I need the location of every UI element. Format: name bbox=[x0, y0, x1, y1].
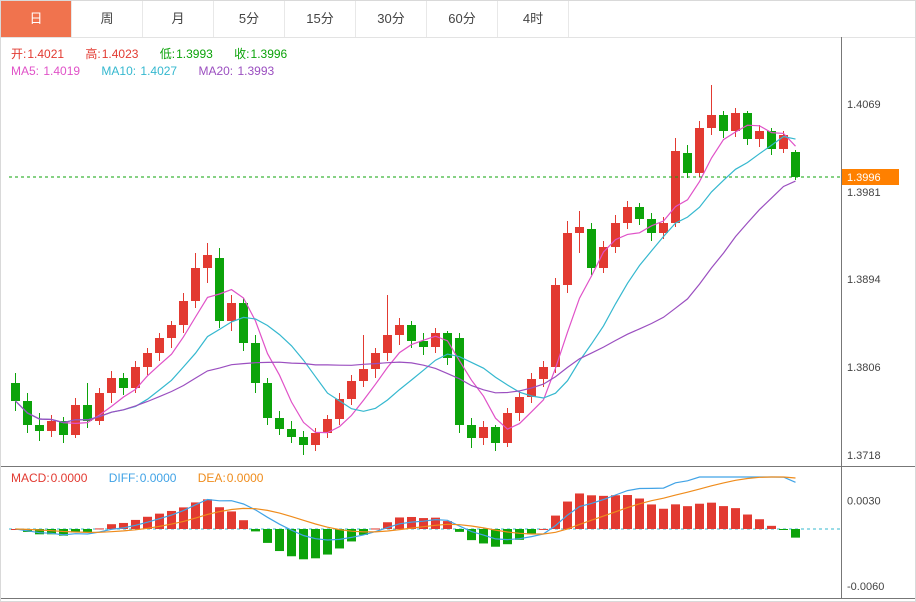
candle bbox=[35, 413, 44, 441]
macd-axis-label: 0.0030 bbox=[847, 496, 881, 508]
candle bbox=[275, 411, 284, 435]
price-axis-label: 1.3718 bbox=[847, 450, 881, 462]
frame-lines bbox=[1, 37, 915, 599]
candle bbox=[539, 361, 548, 387]
candle bbox=[779, 131, 788, 153]
candle bbox=[59, 417, 68, 443]
candle bbox=[575, 211, 584, 253]
candle bbox=[107, 371, 116, 403]
candle bbox=[479, 421, 488, 445]
candle bbox=[179, 293, 188, 333]
candle bbox=[119, 373, 128, 395]
candle bbox=[563, 221, 572, 293]
candle bbox=[431, 328, 440, 353]
tab-month[interactable]: 月 bbox=[143, 1, 214, 37]
tab-4hour[interactable]: 4时 bbox=[498, 1, 569, 37]
current-price-tag: 1.3996 bbox=[842, 169, 899, 185]
candles-layer bbox=[11, 85, 800, 455]
candle bbox=[203, 243, 212, 283]
candle bbox=[95, 388, 104, 425]
price-axis-label: 1.3981 bbox=[847, 187, 881, 199]
candle bbox=[695, 121, 704, 177]
candle bbox=[755, 125, 764, 147]
candle bbox=[683, 145, 692, 178]
candle bbox=[623, 201, 632, 229]
tab-day[interactable]: 日 bbox=[1, 1, 72, 37]
candle bbox=[215, 248, 224, 328]
ma5-line bbox=[15, 124, 796, 434]
diff-line bbox=[15, 476, 796, 541]
candle bbox=[455, 333, 464, 433]
candle bbox=[515, 391, 524, 421]
candle bbox=[227, 295, 236, 331]
candle bbox=[359, 335, 368, 387]
macd-axis-label: -0.0060 bbox=[847, 581, 884, 593]
candle bbox=[155, 333, 164, 361]
price-axis-label: 1.3806 bbox=[847, 362, 881, 374]
candle bbox=[671, 138, 680, 227]
ma20-line bbox=[15, 180, 796, 424]
tab-15min[interactable]: 15分 bbox=[285, 1, 356, 37]
candle bbox=[491, 425, 500, 451]
candle bbox=[251, 335, 260, 393]
dea-line bbox=[15, 476, 796, 535]
candle bbox=[743, 111, 752, 145]
candle bbox=[599, 241, 608, 273]
candle bbox=[191, 253, 200, 308]
candle bbox=[143, 348, 152, 375]
candle bbox=[323, 415, 332, 438]
ma10-line bbox=[15, 135, 796, 424]
price-axis-label: 1.3894 bbox=[847, 274, 881, 286]
candle bbox=[791, 150, 800, 180]
candle bbox=[335, 393, 344, 425]
chart-area: 1.4069 1.3981 1.3894 1.3806 1.3718 1.3996 0.00… bbox=[1, 37, 916, 602]
tab-5min[interactable]: 5分 bbox=[214, 1, 285, 37]
candle bbox=[635, 203, 644, 225]
macd-axis: 0.0030 -0.0060 bbox=[847, 496, 884, 594]
candle bbox=[11, 373, 20, 411]
candle bbox=[263, 378, 272, 425]
candle bbox=[611, 215, 620, 253]
candle bbox=[239, 298, 248, 351]
candle bbox=[443, 331, 452, 365]
tab-30min[interactable]: 30分 bbox=[356, 1, 427, 37]
candle bbox=[551, 278, 560, 373]
candle bbox=[71, 398, 80, 438]
candle bbox=[299, 431, 308, 455]
candle bbox=[419, 333, 428, 355]
chart-canvas[interactable]: 1.4069 1.3981 1.3894 1.3806 1.3718 1.3996 0.00… bbox=[1, 37, 916, 602]
current-price-label: 1.3996 bbox=[847, 172, 881, 184]
candle bbox=[167, 321, 176, 348]
candle bbox=[47, 415, 56, 437]
price-axis-label: 1.4069 bbox=[847, 99, 881, 111]
candle bbox=[719, 111, 728, 138]
candle bbox=[503, 408, 512, 447]
candle bbox=[287, 421, 296, 443]
candle bbox=[347, 375, 356, 405]
candle bbox=[407, 321, 416, 348]
candle bbox=[131, 361, 140, 393]
tab-60min[interactable]: 60分 bbox=[427, 1, 498, 37]
period-toolbar: 日 周 月 5分 15分 30分 60分 4时 bbox=[1, 1, 915, 38]
tab-week[interactable]: 周 bbox=[72, 1, 143, 37]
candle bbox=[383, 295, 392, 361]
candle bbox=[707, 85, 716, 135]
candle bbox=[587, 223, 596, 275]
price-axis: 1.4069 1.3981 1.3894 1.3806 1.3718 bbox=[847, 99, 881, 462]
candle bbox=[467, 418, 476, 448]
candle bbox=[311, 428, 320, 451]
candle bbox=[395, 318, 404, 345]
